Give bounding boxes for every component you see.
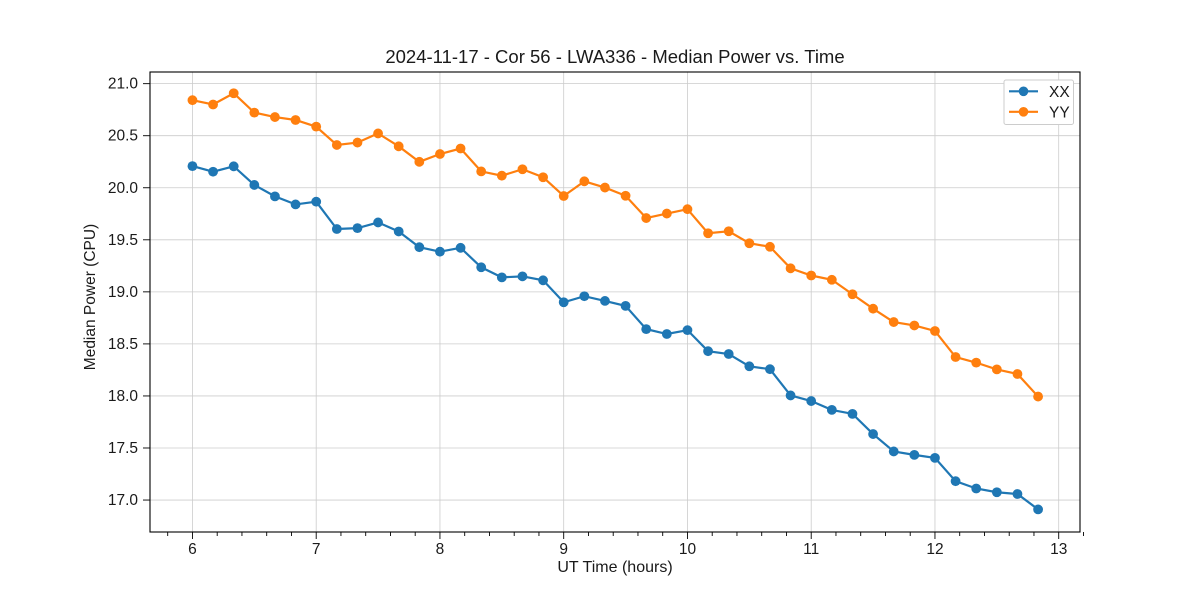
- svg-text:12: 12: [926, 541, 943, 558]
- svg-text:21.0: 21.0: [108, 76, 139, 93]
- svg-text:UT Time (hours): UT Time (hours): [557, 559, 672, 576]
- svg-text:13: 13: [1050, 541, 1067, 558]
- svg-text:XX: XX: [1049, 84, 1070, 101]
- svg-text:9: 9: [559, 541, 568, 558]
- svg-text:17.5: 17.5: [108, 440, 138, 457]
- svg-text:7: 7: [312, 541, 321, 558]
- svg-text:2024-11-17 - Cor 56 - LWA336 -: 2024-11-17 - Cor 56 - LWA336 - Median Po…: [385, 46, 844, 67]
- svg-text:20.5: 20.5: [108, 128, 138, 145]
- svg-text:20.0: 20.0: [108, 180, 139, 197]
- svg-text:19.5: 19.5: [108, 232, 138, 249]
- svg-text:10: 10: [679, 541, 697, 558]
- svg-text:17.0: 17.0: [108, 492, 139, 509]
- svg-text:19.0: 19.0: [108, 284, 139, 301]
- svg-text:18.0: 18.0: [108, 388, 139, 405]
- svg-text:8: 8: [436, 541, 445, 558]
- svg-text:6: 6: [188, 541, 197, 558]
- svg-text:YY: YY: [1049, 105, 1070, 122]
- svg-text:18.5: 18.5: [108, 336, 138, 353]
- svg-text:11: 11: [803, 541, 819, 558]
- svg-text:Median Power (CPU): Median Power (CPU): [82, 224, 99, 370]
